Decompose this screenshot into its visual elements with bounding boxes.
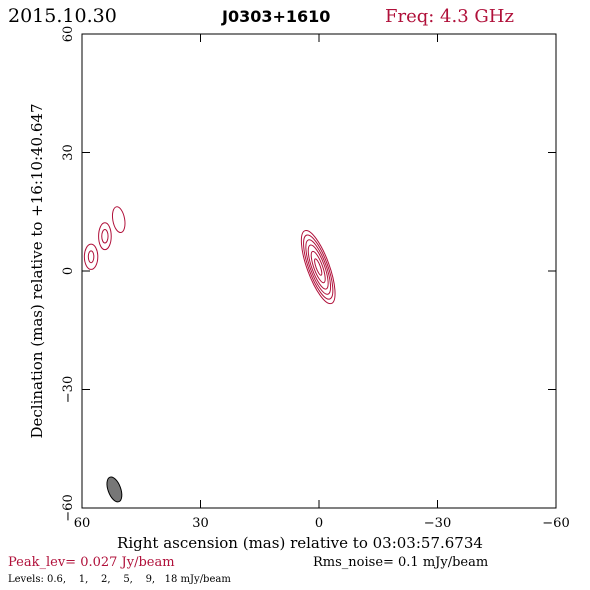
y-axis-label: Declination (mas) relative to +16:10:40.…	[28, 103, 46, 438]
component-2-contour-1	[101, 229, 109, 244]
core-contour-1	[303, 234, 334, 300]
levels-text: Levels: 0.6, 1, 2, 5, 9, 18 mJy/beam	[8, 574, 231, 585]
y-tick-label: 30	[61, 144, 76, 161]
peak-level-text: Peak_lev= 0.027 Jy/beam	[8, 555, 175, 570]
frequency-label: Freq: 4.3 GHz	[385, 6, 514, 27]
observation-date: 2015.10.30	[8, 5, 117, 27]
contour-group	[83, 206, 336, 305]
y-tick-label: 0	[61, 267, 76, 275]
x-tick-label: 30	[192, 516, 209, 531]
component-3-contour-1	[87, 250, 95, 264]
x-tick-labels: 60 30 0 −30 −60	[74, 516, 570, 531]
y-tick-label: −30	[61, 376, 76, 403]
component-1-contour-0	[111, 206, 126, 234]
component-2-contour-0	[98, 222, 112, 251]
core-contour-4	[310, 250, 326, 284]
source-name: J0303+1610	[221, 7, 330, 26]
beam-ellipse	[106, 476, 123, 503]
plot-frame	[81, 33, 557, 509]
y-tick-labels: −60 −30 0 30 60	[61, 26, 76, 522]
component-3-contour-0	[83, 243, 99, 270]
core-contour-3	[307, 244, 329, 290]
x-tick-label: −60	[542, 516, 569, 531]
x-tick-label: 0	[315, 516, 323, 531]
core-contour-5	[314, 258, 323, 276]
x-tick-label: 60	[74, 516, 91, 531]
rms-noise-text: Rms_noise= 0.1 mJy/beam	[313, 555, 488, 570]
axis-ticks	[82, 34, 556, 508]
y-tick-label: −60	[61, 494, 76, 521]
x-tick-label: −30	[424, 516, 451, 531]
core-contour-2	[305, 239, 332, 295]
beam-group	[106, 476, 123, 503]
y-tick-label: 60	[61, 26, 76, 43]
core-contour-0	[300, 229, 336, 305]
x-axis-label: Right ascension (mas) relative to 03:03:…	[117, 534, 483, 552]
